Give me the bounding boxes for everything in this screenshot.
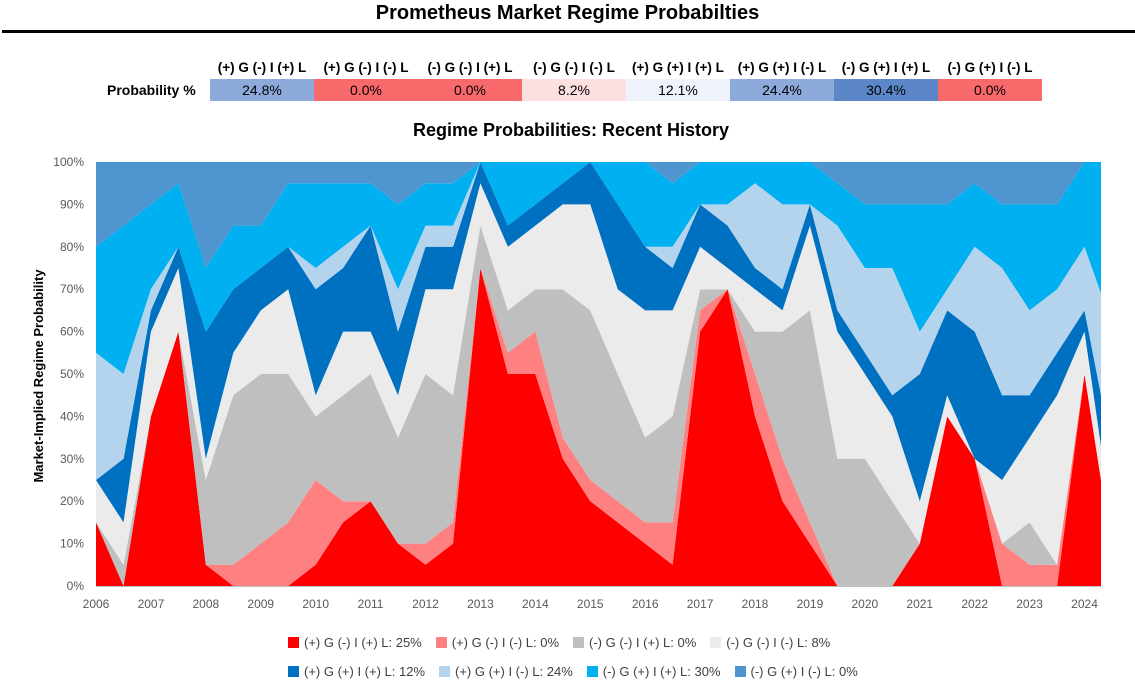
legend-item: (+) G (-) I (+) L: 25% [288,635,422,650]
probability-row: Probability % 24.8% 0.0% 0.0% 8.2% 12.1%… [107,79,1042,101]
area-series [96,183,1101,565]
legend-item: (+) G (+) I (-) L: 24% [439,664,573,679]
x-tick-label: 2009 [247,597,274,611]
regime-header: (+) G (+) I (+) L [632,59,724,75]
x-tick-label: 2020 [852,597,879,611]
x-tick-label: 2012 [412,597,439,611]
legend-item: (-) G (+) I (-) L: 0% [734,664,858,679]
legend-label: (+) G (-) I (-) L: 0% [451,635,559,650]
legend-item: (+) G (-) I (-) L: 0% [435,635,559,650]
x-tick-label: 2023 [1016,597,1043,611]
probability-cell: 30.4% [834,79,938,101]
legend-row: (+) G (+) I (+) L: 12% (+) G (+) I (-) L… [288,657,858,686]
legend-swatch [288,637,299,648]
x-tick-label: 2024 [1071,597,1098,611]
x-tick-label: 2008 [192,597,219,611]
y-tick-label: 0% [67,579,85,593]
regime-header: (-) G (+) I (+) L [841,59,931,75]
y-tick-label: 10% [60,537,84,551]
legend-swatch [710,637,722,648]
y-tick-label: 20% [60,494,84,508]
x-tick-label: 2019 [797,597,824,611]
y-tick-label: 80% [60,240,84,254]
regime-header: (+) G (-) I (-) L [323,59,409,75]
y-tick-label: 100% [53,155,84,169]
x-axis-ticks: 2006 2007 2008 2009 2010 2011 2012 2013 2014 2015… [83,597,1099,611]
area-series [96,225,1101,586]
regime-header: (+) G (+) I (-) L [737,59,827,75]
page-title: Prometheus Market Regime Probabilties [375,2,760,24]
y-tick-label: 40% [60,409,84,423]
y-tick-label: 50% [60,367,84,381]
regime-header: (+) G (-) I (+) L [217,59,307,75]
area-series [96,162,1101,374]
probability-cell: 0.0% [938,79,1042,101]
legend-label: (-) G (-) I (+) L: 0% [589,635,697,650]
x-tick-label: 2022 [961,597,988,611]
y-tick-label: 60% [60,325,84,339]
x-tick-label: 2018 [742,597,769,611]
x-tick-label: 2006 [83,597,110,611]
area-series-group [96,162,1101,586]
probability-cell: 24.8% [210,79,314,101]
probability-cell: 12.1% [626,79,730,101]
y-tick-label: 70% [60,282,84,296]
x-tick-label: 2014 [522,597,549,611]
chart-title: Regime Probabilities: Recent History [412,120,730,140]
legend-label: (-) G (+) I (-) L: 0% [750,664,858,679]
legend-swatch [586,666,598,677]
x-tick-label: 2021 [906,597,933,611]
regime-header: (-) G (-) I (+) L [427,59,513,75]
legend-label: (-) G (-) I (-) L: 8% [726,635,831,650]
area-series [96,268,1101,586]
x-tick-label: 2010 [302,597,329,611]
legend-swatch [439,666,451,677]
y-axis-label: Market-Implied Regime Probability [31,269,46,483]
probability-cell: 0.0% [418,79,522,101]
probability-cell: 24.4% [730,79,834,101]
legend-item: (+) G (+) I (+) L: 12% [288,664,425,679]
x-tick-label: 2007 [138,597,165,611]
y-tick-label: 90% [60,197,84,211]
table-corner [107,55,210,79]
x-tick-label: 2015 [577,597,604,611]
table-header-row: (+) G (-) I (+) L (+) G (-) I (-) L (-) … [107,55,1042,79]
y-axis-ticks: 0% 10% 20% 30% 40% 50% 60% 70% 80% 90% 100% [53,155,84,593]
stacked-area-chart: 0%10%20%30%40%50%60%70%80%90%100% 2006 20… [31,155,1101,611]
legend-item: (-) G (+) I (+) L: 30% [586,664,721,679]
x-tick-label: 2011 [358,597,384,611]
y-tick-label: 30% [60,452,84,466]
chart-legend: (+) G (-) I (+) L: 25% (+) G (-) I (-) L… [288,628,858,686]
area-series [96,162,1101,268]
regime-header: (-) G (-) I (-) L [533,59,615,75]
legend-swatch [734,666,746,677]
legend-item: (-) G (-) I (+) L: 0% [573,635,696,650]
legend-swatch [288,666,299,677]
legend-row: (+) G (-) I (+) L: 25% (+) G (-) I (-) L… [288,628,848,657]
regime-header: (-) G (+) I (-) L [947,59,1033,75]
area-series [96,268,1101,586]
row-label: Probability % [107,82,196,98]
legend-label: (+) G (+) I (+) L: 12% [304,664,426,679]
x-tick-label: 2017 [687,597,714,611]
legend-label: (+) G (-) I (+) L: 25% [304,635,422,650]
x-tick-label: 2016 [632,597,659,611]
legend-swatch [573,637,584,648]
legend-item: (-) G (-) I (-) L: 8% [710,635,830,650]
legend-swatch [435,637,447,648]
title-underline [2,30,1135,33]
probability-cell: 0.0% [314,79,418,101]
probability-table: (+) G (-) I (+) L (+) G (-) I (-) L (-) … [107,55,1042,101]
area-series [96,162,1101,480]
probability-cell: 8.2% [522,79,626,101]
x-tick-label: 2013 [467,597,494,611]
legend-label: (-) G (+) I (+) L: 30% [602,664,721,679]
legend-label: (+) G (+) I (-) L: 24% [455,664,573,679]
